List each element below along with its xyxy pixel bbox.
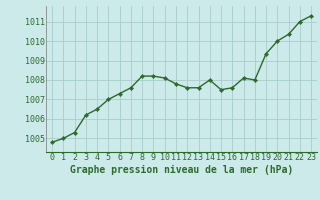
X-axis label: Graphe pression niveau de la mer (hPa): Graphe pression niveau de la mer (hPa) — [70, 165, 293, 175]
